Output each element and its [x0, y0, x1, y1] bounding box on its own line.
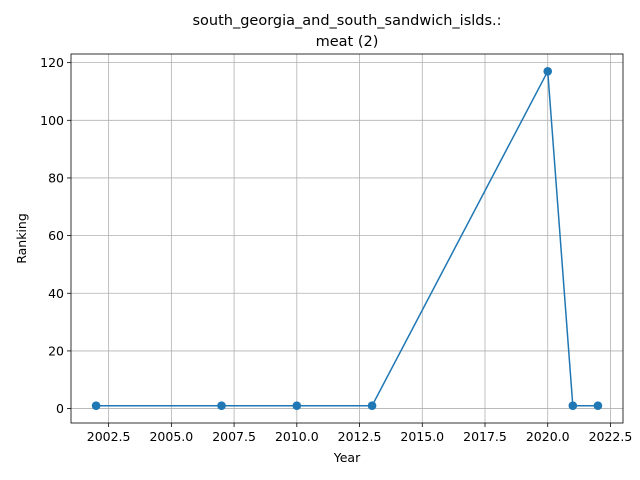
- x-tick-label: 2012.5: [338, 429, 382, 444]
- y-axis-label: Ranking: [14, 213, 29, 264]
- x-tick-label: 2017.5: [463, 429, 507, 444]
- x-tick-label: 2015.0: [400, 429, 444, 444]
- data-point: [593, 401, 603, 411]
- data-point: [568, 401, 578, 411]
- plot-frame: [70, 53, 624, 424]
- y-tick-label: 40: [48, 286, 64, 301]
- series: [91, 66, 603, 411]
- chart-title-line-1: south_georgia_and_south_sandwich_islds.:: [192, 13, 501, 29]
- data-point: [217, 401, 226, 411]
- x-tick-label: 2020.0: [526, 429, 570, 444]
- y-tick-label: 0: [56, 401, 64, 416]
- data-point: [543, 66, 553, 76]
- data-point: [91, 401, 101, 411]
- data-point: [367, 401, 377, 411]
- chart-title-line-2: meat (2): [316, 34, 379, 50]
- x-tick-label: 2005.0: [149, 429, 193, 444]
- y-tick-label: 80: [48, 170, 64, 185]
- y-tick-label: 100: [40, 113, 64, 128]
- x-tick-label: 2022.5: [589, 429, 633, 444]
- axis-ticks: 2002.5 2005.0 2007.5 2010.0 2012.5 2015.0 2017…: [40, 55, 632, 444]
- grid: [71, 54, 623, 423]
- x-tick-label: 2007.5: [212, 429, 256, 444]
- x-tick-label: 2002.5: [87, 429, 131, 444]
- y-tick-label: 60: [48, 228, 64, 243]
- x-axis-label: Year: [333, 450, 361, 465]
- data-point: [292, 401, 302, 411]
- y-tick-label: 120: [40, 55, 64, 70]
- y-tick-label: 20: [48, 343, 64, 358]
- x-tick-label: 2010.0: [275, 429, 319, 444]
